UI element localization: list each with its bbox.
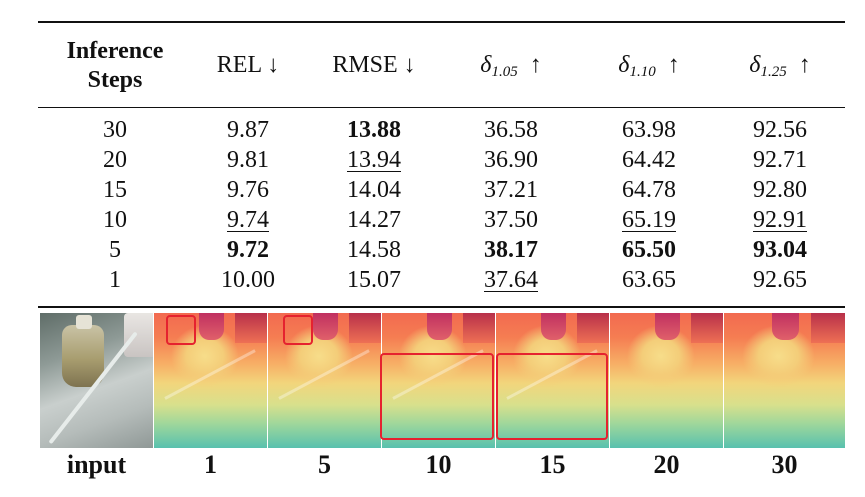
cell-delta-105: 37.21 bbox=[484, 177, 538, 203]
cell-delta-125: 92.71 bbox=[753, 147, 807, 173]
cell-rel: 9.72 bbox=[227, 237, 269, 263]
depth-map-steps-20 bbox=[610, 313, 723, 448]
cell-delta-110: 65.19 bbox=[622, 207, 676, 233]
cell-delta-125: 92.65 bbox=[753, 267, 807, 293]
background-shape bbox=[577, 313, 609, 343]
header-steps-line2: Steps bbox=[87, 67, 143, 93]
background-shape bbox=[691, 313, 723, 343]
cell-delta-125: 92.80 bbox=[753, 177, 807, 203]
bottle-cap-shape bbox=[76, 315, 92, 329]
cell-delta-105: 37.64 bbox=[484, 267, 538, 293]
label-input: input bbox=[66, 450, 127, 479]
table-header-rule bbox=[38, 107, 845, 108]
header-delta-105: δ1.05 ↑ bbox=[446, 52, 576, 81]
label-steps-30: 30 bbox=[771, 450, 798, 479]
neck-shape bbox=[772, 313, 799, 340]
bottle-shape bbox=[62, 325, 104, 387]
cell-delta-105: 38.17 bbox=[484, 237, 538, 263]
cell-delta-105: 36.90 bbox=[484, 147, 538, 173]
cell-steps: 15 bbox=[103, 177, 127, 203]
cell-steps: 10 bbox=[103, 207, 127, 233]
cell-steps: 30 bbox=[103, 117, 127, 143]
header-delta-110: δ1.10 ↑ bbox=[584, 52, 714, 81]
cell-delta-105: 37.50 bbox=[484, 207, 538, 233]
table-bottom-rule bbox=[38, 306, 845, 308]
cell-rel: 9.87 bbox=[227, 117, 269, 143]
cell-delta-125: 93.04 bbox=[753, 237, 807, 263]
header-inference-steps: Inference Steps bbox=[52, 37, 178, 95]
neck-shape bbox=[655, 313, 681, 340]
label-steps-15: 15 bbox=[539, 450, 566, 479]
label-steps-20: 20 bbox=[653, 450, 680, 479]
table-top-rule bbox=[38, 21, 845, 23]
depth-comparison-strip bbox=[40, 313, 845, 448]
header-rel: REL ↓ bbox=[216, 52, 280, 78]
neck-shape bbox=[313, 313, 339, 340]
label-steps-1: 1 bbox=[204, 450, 217, 479]
tube-shape bbox=[164, 349, 256, 400]
cell-delta-125: 92.56 bbox=[753, 117, 807, 143]
neck-shape bbox=[199, 313, 225, 340]
cell-rmse: 15.07 bbox=[347, 267, 401, 293]
up-arrow-icon: ↑ bbox=[798, 52, 811, 78]
cell-delta-110: 65.50 bbox=[622, 237, 676, 263]
cell-steps: 20 bbox=[103, 147, 127, 173]
up-arrow-icon: ↑ bbox=[667, 52, 680, 78]
background-shape bbox=[349, 313, 381, 343]
neck-shape bbox=[427, 313, 453, 340]
tube-shape bbox=[278, 349, 370, 400]
cell-delta-110: 63.65 bbox=[622, 267, 676, 293]
cell-rmse: 13.94 bbox=[347, 147, 401, 173]
cell-rmse: 14.58 bbox=[347, 237, 401, 263]
delta-subscript: 1.10 bbox=[629, 64, 656, 80]
cell-steps: 5 bbox=[109, 237, 121, 263]
label-steps-5: 5 bbox=[318, 450, 331, 479]
highlight-box-large bbox=[496, 353, 608, 440]
highlight-box-large bbox=[380, 353, 494, 440]
cell-delta-110: 64.78 bbox=[622, 177, 676, 203]
highlight-box-small bbox=[283, 315, 313, 345]
input-photo bbox=[40, 313, 153, 448]
header-rmse: RMSE ↓ bbox=[332, 52, 416, 78]
depth-map-steps-15 bbox=[496, 313, 609, 448]
depth-map-steps-1 bbox=[154, 313, 267, 448]
depth-map-steps-30 bbox=[724, 313, 845, 448]
label-steps-10: 10 bbox=[425, 450, 452, 479]
cell-delta-110: 64.42 bbox=[622, 147, 676, 173]
background-shape bbox=[811, 313, 845, 343]
delta-subscript: 1.05 bbox=[491, 64, 518, 80]
cell-rel: 10.00 bbox=[221, 267, 275, 293]
depth-map-steps-10 bbox=[382, 313, 495, 448]
delta-symbol: δ bbox=[749, 52, 761, 78]
delta-symbol: δ bbox=[618, 52, 630, 78]
cell-rmse: 13.88 bbox=[347, 117, 401, 143]
background-shape bbox=[463, 313, 495, 343]
cell-delta-125: 92.91 bbox=[753, 207, 807, 233]
cell-delta-105: 36.58 bbox=[484, 117, 538, 143]
delta-symbol: δ bbox=[480, 52, 492, 78]
cell-delta-110: 63.98 bbox=[622, 117, 676, 143]
depth-map-steps-5 bbox=[268, 313, 381, 448]
delta-subscript: 1.25 bbox=[760, 64, 787, 80]
cell-rmse: 14.27 bbox=[347, 207, 401, 233]
neck-shape bbox=[541, 313, 567, 340]
cell-steps: 1 bbox=[109, 267, 121, 293]
header-steps-line1: Inference bbox=[66, 38, 164, 64]
cell-rel: 9.74 bbox=[227, 207, 269, 233]
highlight-box-small bbox=[166, 315, 196, 345]
up-arrow-icon: ↑ bbox=[529, 52, 542, 78]
container-shape bbox=[124, 313, 153, 357]
background-shape bbox=[235, 313, 267, 343]
cell-rmse: 14.04 bbox=[347, 177, 401, 203]
cell-rel: 9.81 bbox=[227, 147, 269, 173]
header-delta-125: δ1.25 ↑ bbox=[716, 52, 844, 81]
cell-rel: 9.76 bbox=[227, 177, 269, 203]
